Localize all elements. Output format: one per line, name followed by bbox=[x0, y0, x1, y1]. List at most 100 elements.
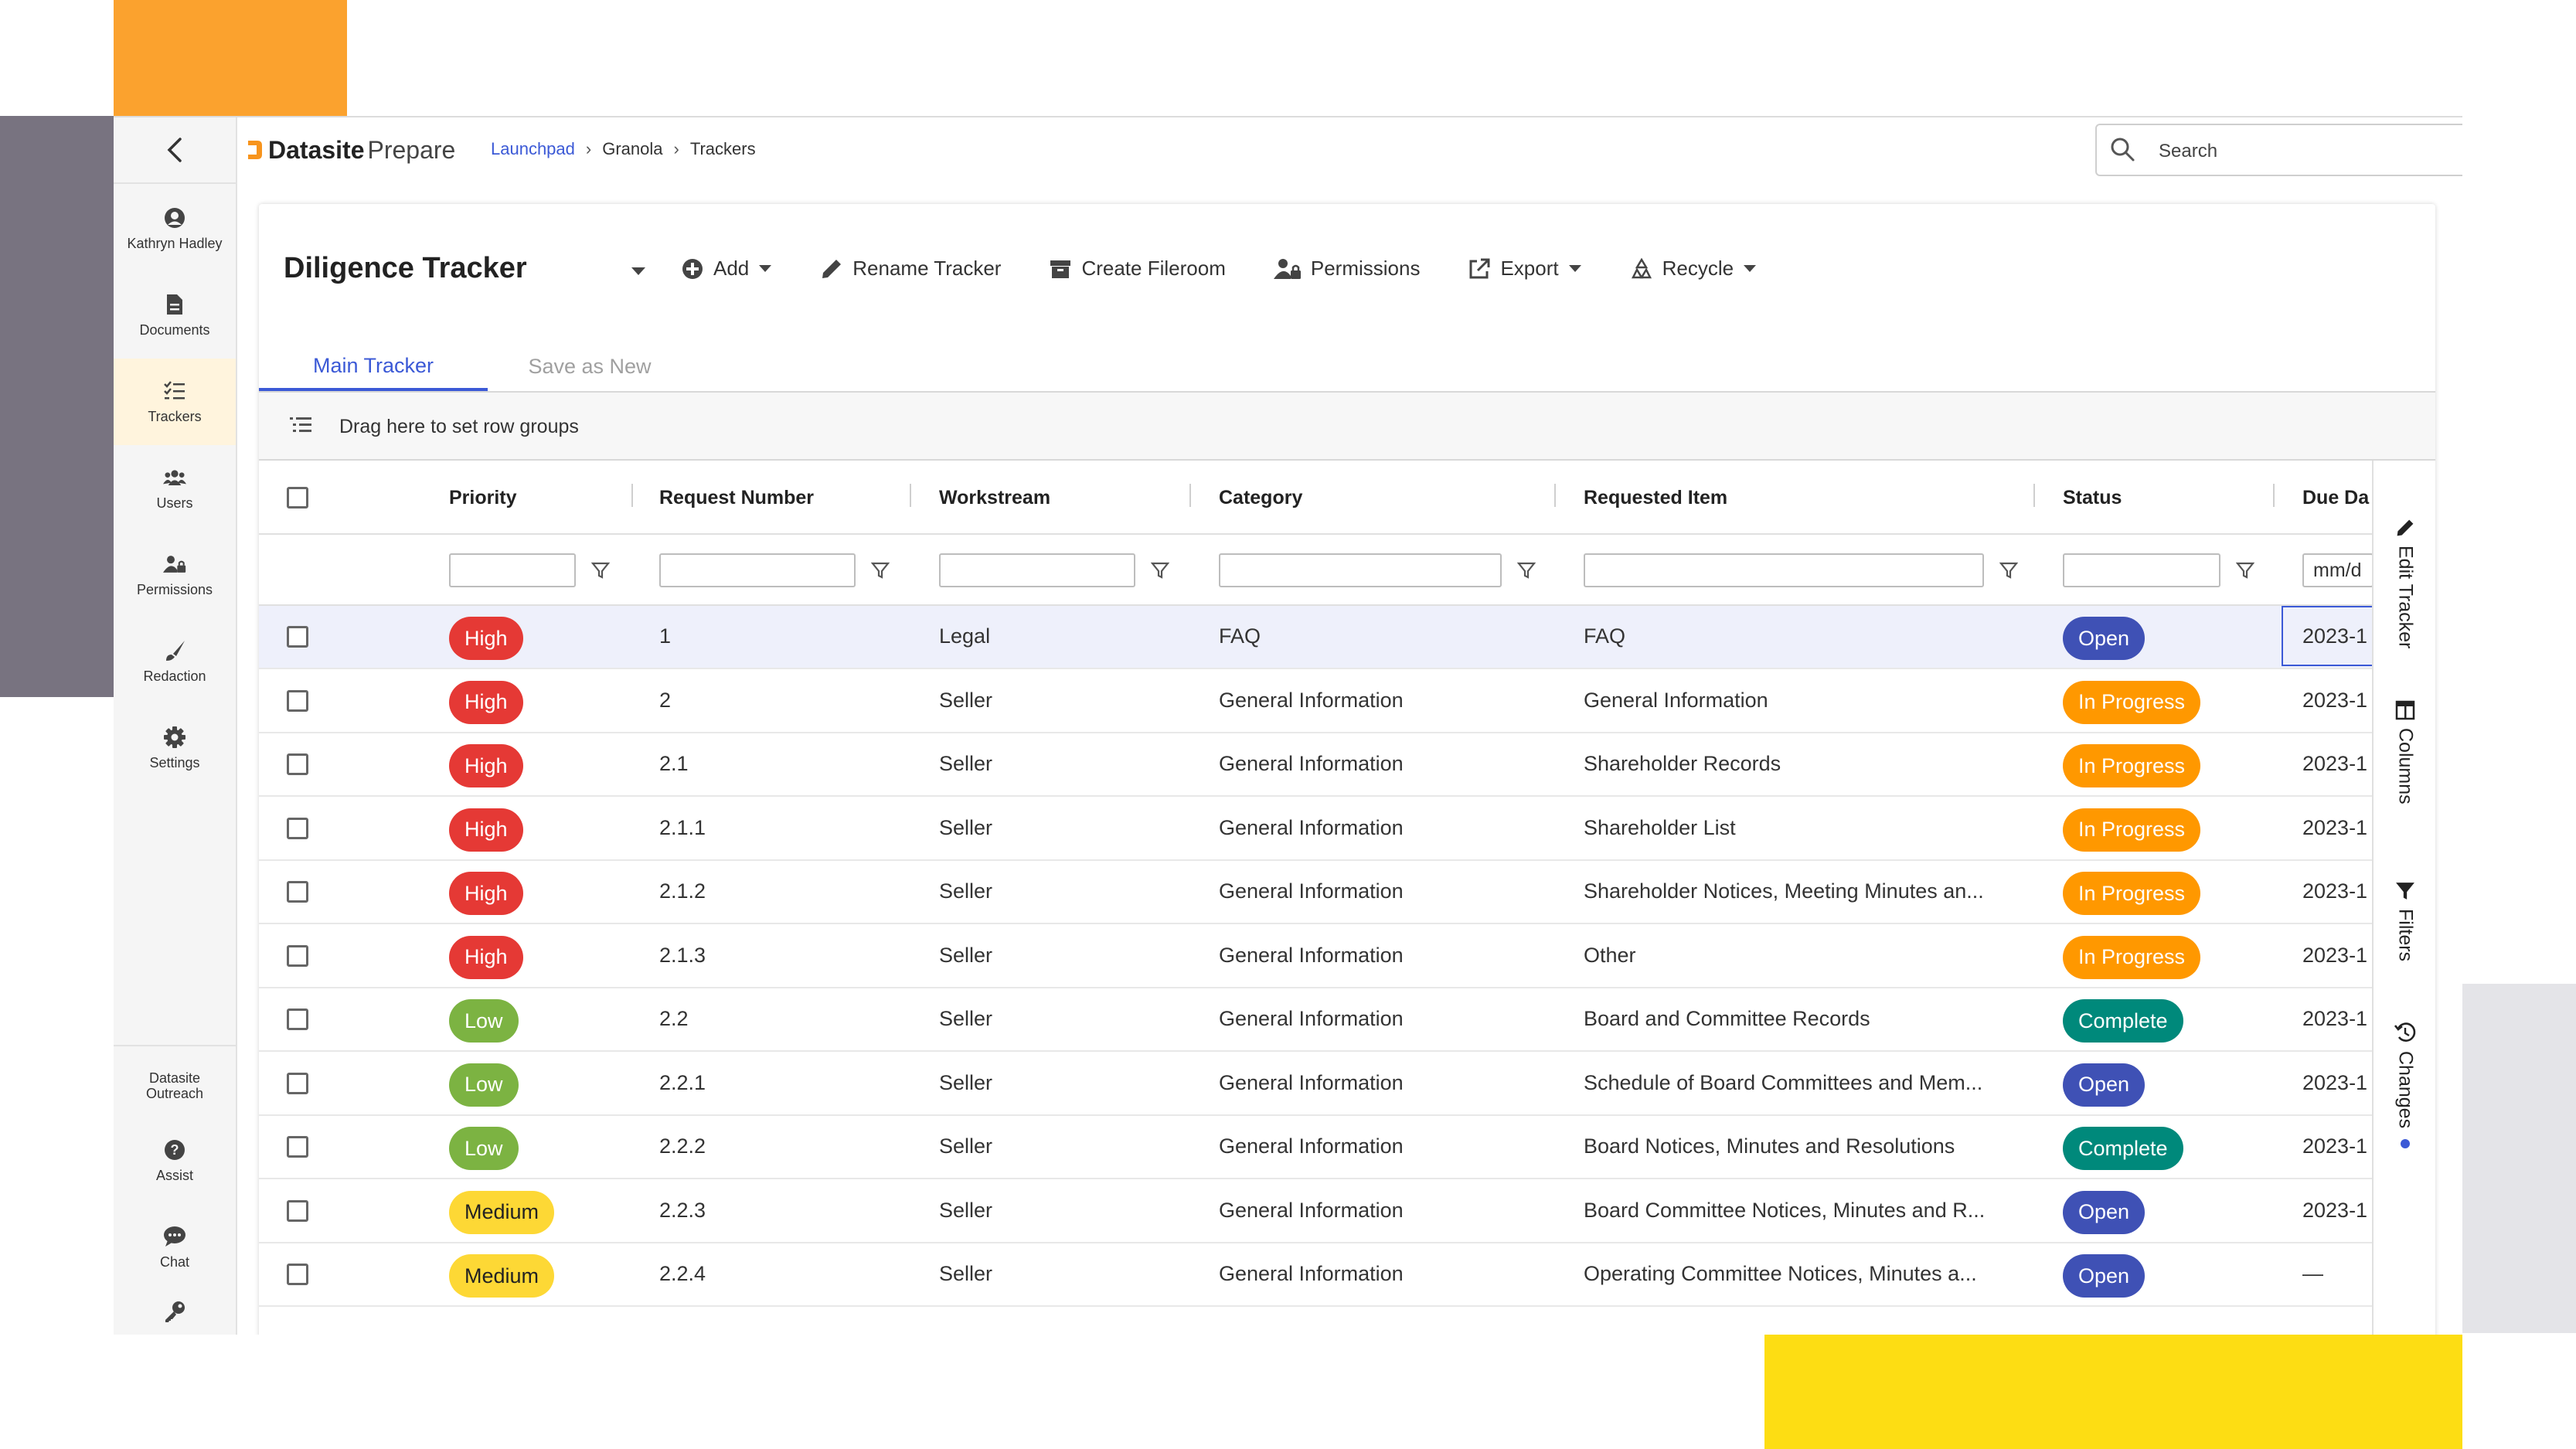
column-resize-handle[interactable] bbox=[2033, 484, 2035, 507]
due-date-cell[interactable]: 2023-1 bbox=[2302, 1198, 2368, 1222]
sidebar-item-outreach[interactable]: Datasite Outreach bbox=[114, 1053, 236, 1113]
category-cell[interactable]: General Information bbox=[1219, 1134, 1404, 1158]
select-all-checkbox[interactable] bbox=[287, 487, 308, 509]
request-number-cell[interactable]: 2.1 bbox=[659, 752, 689, 775]
status-badge[interactable]: In Progress bbox=[2063, 872, 2201, 915]
row-group-dropzone[interactable]: Drag here to set row groups bbox=[259, 393, 2435, 461]
category-cell[interactable]: General Information bbox=[1219, 1262, 1404, 1285]
table-row[interactable]: Low 2.2.2 Seller General Information Board N… bbox=[259, 1116, 2372, 1179]
requested-item-cell[interactable]: Schedule of Board Committees and Mem... bbox=[1584, 1070, 1983, 1094]
tab-main-tracker[interactable]: Main Tracker bbox=[259, 343, 488, 391]
filters-tab[interactable]: Filters bbox=[2374, 881, 2435, 961]
breadcrumb-granola[interactable]: Granola bbox=[602, 139, 663, 158]
column-header-workstream[interactable]: Workstream bbox=[939, 487, 1051, 509]
requested-item-cell[interactable]: Board and Committee Records bbox=[1584, 1007, 1870, 1030]
due-date-filter-input[interactable]: mm/d bbox=[2302, 553, 2372, 587]
sidebar-item-users[interactable]: Users bbox=[114, 445, 236, 532]
breadcrumb-launchpad[interactable]: Launchpad bbox=[491, 139, 575, 158]
row-checkbox[interactable] bbox=[287, 1136, 308, 1158]
workstream-cell[interactable]: Seller bbox=[939, 943, 993, 967]
status-filter-input[interactable] bbox=[2063, 553, 2220, 587]
column-resize-handle[interactable] bbox=[1189, 484, 1191, 507]
workstream-filter-input[interactable] bbox=[939, 553, 1135, 587]
due-date-cell[interactable]: 2023-1 bbox=[2302, 879, 2368, 903]
requested-item-cell[interactable]: General Information bbox=[1584, 688, 1768, 712]
datasite-logo[interactable]: Datasite Prepare bbox=[247, 134, 455, 165]
table-row[interactable]: High 2 Seller General Information General In… bbox=[259, 669, 2372, 733]
status-badge[interactable]: Complete bbox=[2063, 999, 2183, 1043]
due-date-cell[interactable]: 2023-1 bbox=[2302, 1134, 2368, 1158]
request-number-cell[interactable]: 2.2.1 bbox=[659, 1070, 706, 1094]
due-date-cell[interactable]: 2023-1 bbox=[2302, 815, 2368, 839]
table-row[interactable]: Low 2.2 Seller General Information Board and… bbox=[259, 988, 2372, 1052]
column-header-status[interactable]: Status bbox=[2063, 487, 2122, 509]
workstream-cell[interactable]: Seller bbox=[939, 1262, 993, 1285]
category-cell[interactable]: General Information bbox=[1219, 943, 1404, 967]
category-cell[interactable]: General Information bbox=[1219, 815, 1404, 839]
status-badge[interactable]: Open bbox=[2063, 1254, 2146, 1298]
status-badge[interactable]: Open bbox=[2063, 617, 2146, 660]
category-cell[interactable]: General Information bbox=[1219, 1070, 1404, 1094]
request-number-cell[interactable]: 1 bbox=[659, 624, 672, 648]
sidebar-item-profile[interactable]: Kathryn Hadley bbox=[114, 185, 236, 272]
category-cell[interactable]: General Information bbox=[1219, 1007, 1404, 1030]
add-button[interactable]: Add bbox=[681, 257, 772, 281]
category-cell[interactable]: General Information bbox=[1219, 752, 1404, 775]
request-number-cell[interactable]: 2.2.2 bbox=[659, 1134, 706, 1158]
sidebar-item-key[interactable] bbox=[114, 1292, 236, 1331]
columns-tab[interactable]: Columns bbox=[2374, 700, 2435, 804]
requested-item-cell[interactable]: Board Notices, Minutes and Resolutions bbox=[1584, 1134, 1955, 1158]
due-date-cell[interactable]: 2023-1 bbox=[2302, 752, 2368, 775]
row-checkbox[interactable] bbox=[287, 881, 308, 903]
workstream-cell[interactable]: Seller bbox=[939, 815, 993, 839]
column-resize-handle[interactable] bbox=[910, 484, 911, 507]
rename-tracker-button[interactable]: Rename Tracker bbox=[820, 257, 1001, 281]
requested-item-cell[interactable]: Shareholder Notices, Meeting Minutes an.… bbox=[1584, 879, 1984, 903]
row-checkbox[interactable] bbox=[287, 1072, 308, 1094]
request-number-cell[interactable]: 2.1.2 bbox=[659, 879, 706, 903]
category-filter-input[interactable] bbox=[1219, 553, 1502, 587]
due-date-cell[interactable]: 2023-1 bbox=[2302, 943, 2368, 967]
funnel-icon[interactable] bbox=[1151, 561, 1169, 580]
column-header-priority[interactable]: Priority bbox=[449, 487, 517, 509]
table-row[interactable]: Medium 2.2.3 Seller General Information Boar… bbox=[259, 1179, 2372, 1243]
status-badge[interactable]: In Progress bbox=[2063, 680, 2201, 724]
category-cell[interactable]: General Information bbox=[1219, 688, 1404, 712]
workstream-cell[interactable]: Seller bbox=[939, 1007, 993, 1030]
status-badge[interactable]: In Progress bbox=[2063, 808, 2201, 852]
export-button[interactable]: Export bbox=[1468, 257, 1581, 281]
sidebar-item-trackers[interactable]: Trackers bbox=[114, 359, 236, 445]
workstream-cell[interactable]: Seller bbox=[939, 752, 993, 775]
table-row[interactable]: High 1 Legal FAQ FAQ Open 2023-1 bbox=[259, 606, 2372, 669]
workstream-cell[interactable]: Seller bbox=[939, 1070, 993, 1094]
workstream-cell[interactable]: Legal bbox=[939, 624, 991, 648]
requested-item-cell[interactable]: Board Committee Notices, Minutes and R..… bbox=[1584, 1198, 1986, 1222]
due-date-cell[interactable]: 2023-1 bbox=[2302, 1007, 2368, 1030]
due-date-cell[interactable]: 2023-1 bbox=[2302, 1070, 2368, 1094]
edit-tracker-tab[interactable]: Edit Tracker bbox=[2374, 518, 2435, 648]
requested-item-cell[interactable]: Other bbox=[1584, 943, 1636, 967]
request-number-cell[interactable]: 2 bbox=[659, 688, 672, 712]
requested-item-cell[interactable]: Shareholder Records bbox=[1584, 752, 1781, 775]
column-resize-handle[interactable] bbox=[1554, 484, 1556, 507]
status-badge[interactable]: In Progress bbox=[2063, 744, 2201, 787]
create-fileroom-button[interactable]: Create Fileroom bbox=[1049, 257, 1226, 281]
recycle-button[interactable]: Recycle bbox=[1630, 257, 1757, 281]
column-resize-handle[interactable] bbox=[2273, 484, 2275, 507]
table-row[interactable]: High 2.1 Seller General Information Sharehol… bbox=[259, 733, 2372, 797]
request-number-cell[interactable]: 2.1.1 bbox=[659, 815, 706, 839]
sidebar-item-documents[interactable]: Documents bbox=[114, 272, 236, 359]
column-header-request-number[interactable]: Request Number bbox=[659, 487, 815, 509]
changes-tab[interactable]: Changes bbox=[2374, 1022, 2435, 1149]
requested-item-cell[interactable]: Shareholder List bbox=[1584, 815, 1736, 839]
column-resize-handle[interactable] bbox=[631, 484, 633, 507]
row-checkbox[interactable] bbox=[287, 1264, 308, 1285]
row-checkbox[interactable] bbox=[287, 1199, 308, 1222]
request-number-cell[interactable]: 2.2.3 bbox=[659, 1198, 706, 1222]
sidebar-item-permissions[interactable]: Permissions bbox=[114, 532, 236, 618]
status-badge[interactable]: Open bbox=[2063, 1063, 2146, 1107]
sidebar-item-settings[interactable]: Settings bbox=[114, 705, 236, 791]
table-row[interactable]: High 2.1.1 Seller General Information Shareh… bbox=[259, 797, 2372, 861]
funnel-icon[interactable] bbox=[2236, 561, 2254, 580]
table-row[interactable]: High 2.1.3 Seller General Information Other I… bbox=[259, 924, 2372, 988]
